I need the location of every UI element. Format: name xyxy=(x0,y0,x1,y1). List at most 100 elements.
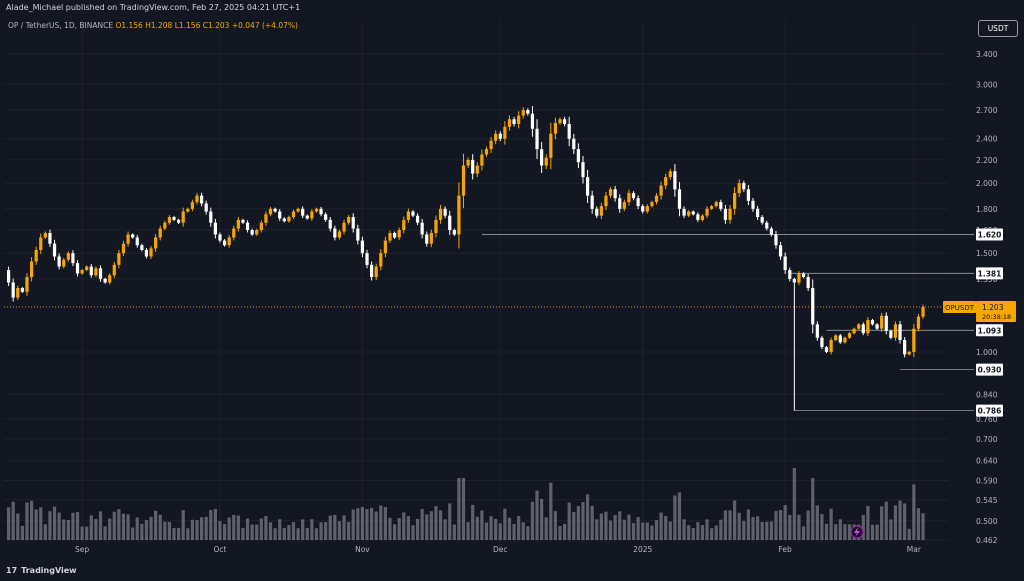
symbol-tag xyxy=(943,300,976,313)
volume-bar xyxy=(627,514,631,540)
candle-body xyxy=(714,202,718,207)
candle-body xyxy=(604,195,608,207)
volume-bar xyxy=(342,515,346,540)
candle-body xyxy=(425,234,429,244)
volume-bar xyxy=(484,522,489,540)
candle-body xyxy=(755,208,760,218)
candle-body xyxy=(852,328,856,334)
volume-bar xyxy=(43,524,47,540)
candle-body xyxy=(135,237,139,246)
candle-body xyxy=(668,171,672,178)
candle-body xyxy=(838,335,842,343)
chart-grid xyxy=(4,20,948,542)
candle-body xyxy=(264,214,268,223)
candle-body xyxy=(374,266,378,278)
publish-bar: Alade_Michael published on TradingView.c… xyxy=(0,0,1024,17)
candle-body xyxy=(898,324,902,341)
volume-bar xyxy=(282,527,286,540)
candle-body xyxy=(544,157,548,166)
candle-body xyxy=(397,229,401,238)
volume-bar xyxy=(314,528,319,540)
candle-body xyxy=(268,208,273,215)
volume-bar xyxy=(255,524,259,540)
tradingview-logo-icon: 17 xyxy=(6,566,18,575)
volume-bar xyxy=(324,522,328,540)
symbol-name: OP / TetherUS, 1D, BINANCE xyxy=(8,21,114,30)
candle-body xyxy=(457,195,461,235)
volume-bar xyxy=(737,512,741,540)
candle-body xyxy=(870,320,875,325)
volume-bar xyxy=(907,528,911,540)
volume-bar xyxy=(847,524,852,540)
candle-body xyxy=(365,253,369,265)
volume-bar xyxy=(870,524,875,540)
price-tick-label: 1.350 xyxy=(976,275,998,284)
volume-bar xyxy=(480,510,484,540)
candle-body xyxy=(227,237,231,246)
candle-body xyxy=(659,185,663,196)
candle-body xyxy=(820,337,824,348)
candle-body xyxy=(112,264,116,276)
candle-body xyxy=(379,253,383,267)
volume-bar xyxy=(526,526,530,540)
volume-bar xyxy=(466,522,470,540)
candle-body xyxy=(466,159,470,166)
volume-bar xyxy=(769,521,773,540)
candle-body xyxy=(351,217,355,229)
volume-bar xyxy=(801,526,806,540)
volume-bar xyxy=(820,513,824,540)
volume-bar xyxy=(370,507,374,540)
candle-body xyxy=(356,228,360,241)
candle-body xyxy=(576,149,580,163)
volume-bars xyxy=(6,468,925,540)
volume-bar xyxy=(815,505,819,540)
candle-body xyxy=(80,270,84,274)
candle-body xyxy=(94,268,98,276)
candle-body xyxy=(857,324,861,329)
candle-body xyxy=(916,316,921,329)
tradingview-logo[interactable]: 17 TradingView xyxy=(6,566,77,575)
volume-bar xyxy=(241,527,245,540)
candle-body xyxy=(696,214,700,220)
price-tick-label: 1.000 xyxy=(976,348,998,357)
volume-bar xyxy=(268,522,273,540)
currency-button[interactable]: USDT xyxy=(978,20,1018,37)
volume-bar xyxy=(723,510,728,540)
volume-bar xyxy=(875,524,879,540)
volume-bar xyxy=(494,518,498,540)
countdown-value: 20:38:18 xyxy=(982,313,1011,321)
volume-bar xyxy=(710,528,714,540)
volume-bar xyxy=(631,523,636,540)
volume-bar xyxy=(218,520,222,540)
candle-body xyxy=(314,208,319,212)
volume-bar xyxy=(535,490,539,540)
candle-body xyxy=(521,110,525,116)
candle-body xyxy=(181,211,185,223)
volume-bar xyxy=(16,513,20,540)
volume-bar xyxy=(319,522,323,540)
candle-body xyxy=(654,195,659,203)
candle-body xyxy=(415,215,420,223)
volume-bar xyxy=(337,521,342,540)
candle-body xyxy=(526,110,530,114)
candle-body xyxy=(108,275,112,283)
volume-bar xyxy=(517,515,521,540)
level-tag-label: 1.093 xyxy=(978,326,1002,335)
volume-bar xyxy=(195,520,199,540)
time-tick-label: Feb xyxy=(779,545,793,554)
price-tick-label: 0.500 xyxy=(976,517,998,526)
volume-bar xyxy=(383,506,388,540)
volume-bar xyxy=(213,508,217,540)
candle-body xyxy=(438,208,443,220)
volume-bar xyxy=(461,478,466,540)
candle-body xyxy=(250,229,254,235)
candle-body xyxy=(195,195,199,203)
candle-body xyxy=(829,340,833,352)
volume-bar xyxy=(599,513,603,540)
volume-bar xyxy=(636,517,640,540)
volume-bar xyxy=(34,509,38,540)
candle-body xyxy=(797,273,801,283)
candle-body xyxy=(282,218,286,222)
candle-body xyxy=(733,193,737,209)
